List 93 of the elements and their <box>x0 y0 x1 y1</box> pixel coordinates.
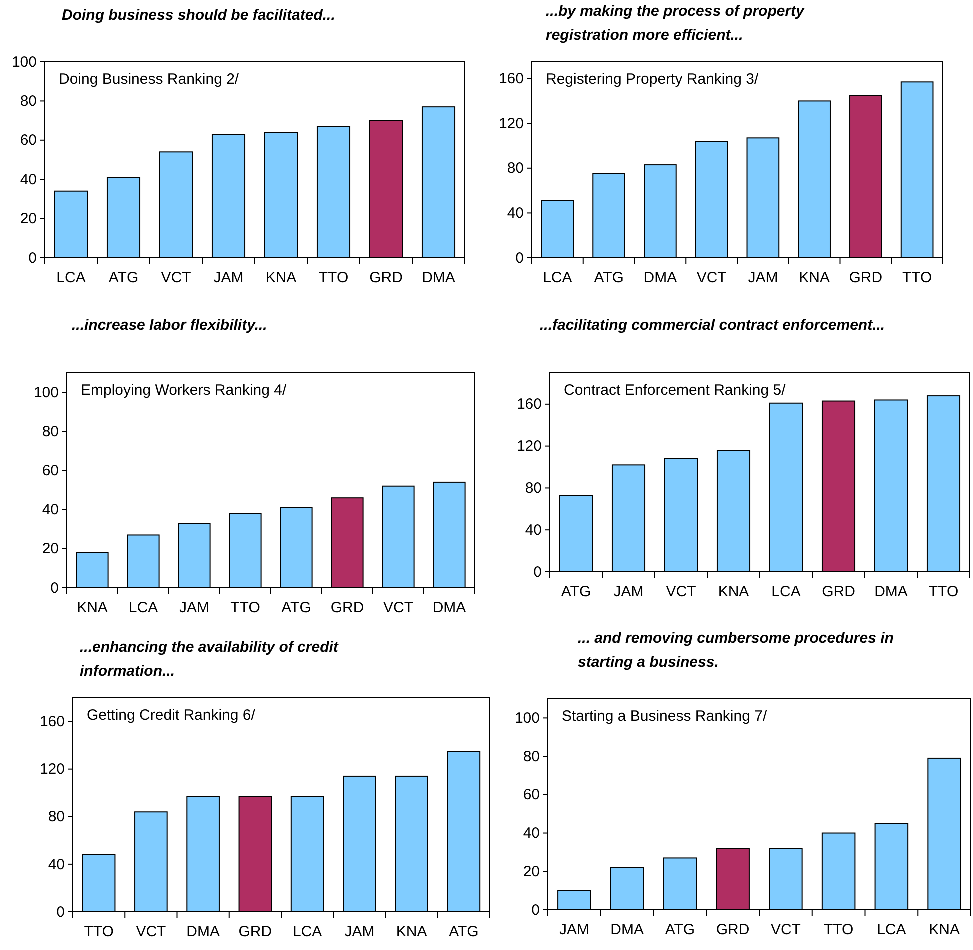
x-tick-label: VCT <box>136 924 166 941</box>
y-tick-label: 20 <box>523 863 540 880</box>
y-tick-label: 60 <box>523 786 540 804</box>
x-tick-label: DMA <box>422 270 456 287</box>
y-tick-label: 160 <box>40 714 65 731</box>
y-tick-label: 120 <box>498 115 524 132</box>
y-tick-label: 120 <box>516 438 542 456</box>
x-tick-label: VCT <box>696 270 727 287</box>
x-tick-label: JAM <box>614 584 644 601</box>
chart-title: ...by making the process of property registration more efficient... <box>546 3 806 44</box>
y-tick-label: 20 <box>20 210 37 228</box>
y-tick-label: 80 <box>507 160 524 178</box>
x-tick-label: GRD <box>849 270 883 287</box>
x-tick-label: GRD <box>822 584 856 601</box>
x-tick-label: TTO <box>928 584 959 601</box>
x-tick-label: TTO <box>84 924 114 941</box>
x-tick-label: DMA <box>432 600 466 617</box>
y-tick-label: 40 <box>20 171 37 188</box>
x-tick-label: KNA <box>799 270 830 287</box>
y-tick-label: 40 <box>42 502 59 519</box>
y-tick-label: 80 <box>525 480 542 498</box>
x-tick-label: VCT <box>384 600 414 617</box>
y-tick-label: 80 <box>48 808 65 826</box>
x-tick-label: KNA <box>929 922 960 939</box>
y-tick-label: 120 <box>40 761 65 778</box>
x-tick-label: LCA <box>772 584 801 601</box>
x-tick-label: DMA <box>610 922 644 939</box>
x-tick-label: JAM <box>748 270 778 287</box>
x-tick-label: TTO <box>824 922 854 939</box>
y-tick-label: 100 <box>12 54 37 71</box>
x-tick-label: LCA <box>543 270 572 287</box>
y-tick-label: 60 <box>20 132 37 150</box>
x-tick-label: ATG <box>561 584 592 601</box>
chart-title: ...enhancing the availability of credit information... <box>80 639 340 680</box>
y-tick-label: 80 <box>20 93 37 110</box>
x-tick-label: GRD <box>238 924 272 941</box>
x-tick-label: KNA <box>718 584 750 601</box>
chart-title: Doing business should be facilitated... <box>62 7 336 24</box>
y-tick-label: 100 <box>514 710 540 727</box>
x-tick-label: ATG <box>449 924 479 941</box>
y-tick-label: 0 <box>532 902 540 919</box>
x-tick-label: JAM <box>344 924 375 941</box>
x-tick-label: JAM <box>214 270 244 287</box>
text: Registering Property Ranking 3/ <box>546 71 760 88</box>
x-tick-label: TTO <box>230 600 260 617</box>
chart-title: ...increase labor flexibility... <box>72 317 268 334</box>
y-tick-label: 0 <box>56 904 65 921</box>
y-tick-label: 100 <box>34 384 59 402</box>
x-tick-label: GRD <box>716 922 750 939</box>
x-tick-label: ATG <box>665 922 696 939</box>
chart-title: ...facilitating commercial contract enforcement... <box>540 317 886 334</box>
chart-title: ... and removing cumbersome procedures in starting a business. <box>578 630 894 671</box>
x-tick-label: JAM <box>180 600 210 617</box>
x-tick-label: DMA <box>874 584 908 601</box>
x-tick-label: TTO <box>902 270 932 287</box>
x-tick-label: ATG <box>108 270 139 287</box>
x-tick-label: DMA <box>644 270 678 287</box>
y-tick-label: 40 <box>525 522 542 539</box>
y-tick-label: 0 <box>534 564 542 581</box>
x-tick-label: KNA <box>77 600 108 617</box>
x-tick-label: LCA <box>877 922 906 939</box>
x-tick-label: TTO <box>318 270 349 287</box>
y-tick-label: 40 <box>507 205 524 222</box>
y-tick-label: 20 <box>42 540 59 558</box>
text: Getting Credit Ranking 6/ <box>87 707 256 724</box>
y-tick-label: 40 <box>523 825 540 842</box>
x-tick-label: LCA <box>128 600 158 617</box>
x-tick-label: GRD <box>370 270 404 287</box>
x-tick-label: LCA <box>56 270 86 287</box>
x-tick-label: JAM <box>559 922 590 939</box>
text: Starting a Business Ranking 7/ <box>562 708 768 725</box>
text: Employing Workers Ranking 4/ <box>81 382 288 399</box>
x-tick-label: ATG <box>282 600 312 617</box>
text: Doing Business Ranking 2/ <box>59 71 240 88</box>
x-tick-label: KNA <box>396 924 428 941</box>
x-tick-label: VCT <box>770 922 801 939</box>
y-tick-label: 160 <box>498 70 524 88</box>
y-tick-label: 0 <box>28 250 37 267</box>
y-tick-label: 40 <box>48 856 65 874</box>
y-tick-label: 80 <box>523 748 540 766</box>
x-tick-label: ATG <box>594 270 624 287</box>
x-tick-label: DMA <box>186 924 220 941</box>
y-tick-label: 160 <box>516 396 542 414</box>
y-tick-label: 60 <box>42 462 59 480</box>
x-tick-label: GRD <box>330 600 364 617</box>
y-tick-label: 80 <box>42 423 59 440</box>
y-tick-label: 0 <box>516 250 524 267</box>
y-tick-label: 0 <box>50 580 59 597</box>
x-tick-label: VCT <box>666 584 696 601</box>
x-tick-label: VCT <box>161 270 192 287</box>
x-tick-label: LCA <box>292 924 322 941</box>
x-tick-label: KNA <box>266 270 297 287</box>
text: Contract Enforcement Ranking 5/ <box>564 382 787 399</box>
